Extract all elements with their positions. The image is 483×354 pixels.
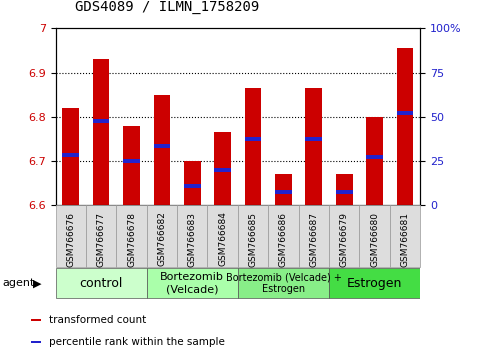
Bar [275, 190, 292, 194]
Bar [86, 205, 116, 267]
Bar [275, 175, 292, 205]
Text: control: control [79, 277, 123, 290]
Bar [154, 144, 170, 148]
Bar [245, 88, 261, 205]
Text: percentile rank within the sample: percentile rank within the sample [48, 337, 225, 347]
Bar [305, 137, 322, 141]
Bar [123, 159, 140, 163]
Bar [336, 190, 353, 194]
Bar [154, 95, 170, 205]
Bar [366, 117, 383, 205]
Text: GDS4089 / ILMN_1758209: GDS4089 / ILMN_1758209 [75, 0, 259, 14]
Bar [116, 205, 147, 267]
Text: GSM766678: GSM766678 [127, 211, 136, 267]
Bar [397, 110, 413, 115]
Text: Estrogen: Estrogen [347, 277, 402, 290]
Bar [184, 184, 200, 188]
Text: GSM766684: GSM766684 [218, 211, 227, 267]
Bar [268, 205, 298, 267]
Bar [366, 155, 383, 159]
Text: GSM766676: GSM766676 [66, 211, 75, 267]
Text: GSM766680: GSM766680 [370, 211, 379, 267]
Bar [329, 268, 420, 298]
Bar [245, 137, 261, 141]
Text: Bortezomib (Velcade) +
Estrogen: Bortezomib (Velcade) + Estrogen [226, 272, 341, 294]
Text: agent: agent [2, 278, 35, 288]
Bar [238, 268, 329, 298]
Bar [93, 119, 110, 124]
Bar [329, 205, 359, 267]
Text: transformed count: transformed count [48, 315, 146, 325]
Text: Bortezomib
(Velcade): Bortezomib (Velcade) [160, 272, 224, 294]
Text: GSM766681: GSM766681 [400, 211, 410, 267]
Bar [123, 126, 140, 205]
Text: GSM766683: GSM766683 [188, 211, 197, 267]
Bar [184, 161, 200, 205]
Text: GSM766686: GSM766686 [279, 211, 288, 267]
Bar [147, 205, 177, 267]
Bar [147, 268, 238, 298]
Bar [56, 268, 147, 298]
Bar [214, 132, 231, 205]
Text: GSM766682: GSM766682 [157, 211, 167, 267]
Text: GSM766677: GSM766677 [97, 211, 106, 267]
Text: GSM766679: GSM766679 [340, 211, 349, 267]
Bar [31, 341, 41, 343]
Bar [359, 205, 390, 267]
Bar [31, 319, 41, 321]
Bar [390, 205, 420, 267]
Bar [298, 205, 329, 267]
Bar [62, 108, 79, 205]
Text: ▶: ▶ [33, 278, 42, 288]
Bar [208, 205, 238, 267]
Bar [214, 168, 231, 172]
Bar [305, 88, 322, 205]
Bar [56, 205, 86, 267]
Bar [93, 59, 110, 205]
Text: GSM766685: GSM766685 [249, 211, 257, 267]
Bar [238, 205, 268, 267]
Bar [336, 175, 353, 205]
Bar [177, 205, 208, 267]
Text: GSM766687: GSM766687 [309, 211, 318, 267]
Bar [397, 48, 413, 205]
Bar [62, 153, 79, 156]
